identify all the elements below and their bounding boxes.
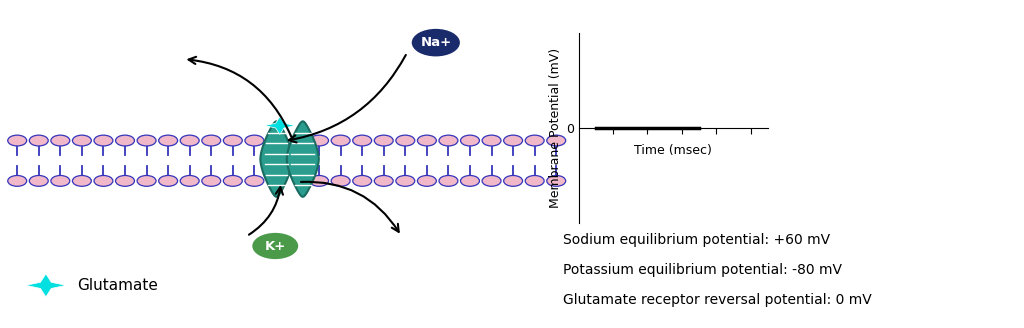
Polygon shape <box>287 121 318 197</box>
Circle shape <box>412 29 460 56</box>
Circle shape <box>331 135 350 146</box>
Circle shape <box>73 175 91 186</box>
Circle shape <box>137 135 156 146</box>
X-axis label: Time (msec): Time (msec) <box>634 144 713 157</box>
Polygon shape <box>26 274 66 297</box>
Circle shape <box>396 135 415 146</box>
Circle shape <box>439 135 458 146</box>
Circle shape <box>396 175 415 186</box>
Circle shape <box>331 175 350 186</box>
Circle shape <box>375 135 393 146</box>
Circle shape <box>51 175 70 186</box>
Circle shape <box>73 135 91 146</box>
Text: Glutamate: Glutamate <box>78 278 159 293</box>
Circle shape <box>245 175 264 186</box>
Circle shape <box>223 135 243 146</box>
Circle shape <box>439 175 458 186</box>
Circle shape <box>504 135 522 146</box>
Circle shape <box>30 175 48 186</box>
Circle shape <box>94 175 113 186</box>
Text: K+: K+ <box>264 239 286 253</box>
Circle shape <box>30 135 48 146</box>
Text: Sodium equilibrium potential: +60 mV: Sodium equilibrium potential: +60 mV <box>563 233 830 247</box>
Circle shape <box>504 175 522 186</box>
Circle shape <box>547 135 565 146</box>
Circle shape <box>116 175 134 186</box>
Circle shape <box>525 175 544 186</box>
Circle shape <box>159 135 177 146</box>
FancyArrowPatch shape <box>289 55 406 142</box>
Y-axis label: Membrane Potential (mV): Membrane Potential (mV) <box>549 48 561 208</box>
FancyArrowPatch shape <box>301 182 398 232</box>
Circle shape <box>525 135 544 146</box>
FancyArrowPatch shape <box>188 57 292 137</box>
Circle shape <box>461 175 479 186</box>
Circle shape <box>252 233 298 259</box>
Circle shape <box>461 135 479 146</box>
Polygon shape <box>260 121 293 197</box>
Polygon shape <box>264 117 295 134</box>
Text: Na+: Na+ <box>420 36 452 49</box>
Circle shape <box>51 135 70 146</box>
Circle shape <box>352 135 372 146</box>
Text: Glutamate receptor reversal potential: 0 mV: Glutamate receptor reversal potential: 0… <box>563 294 872 307</box>
Circle shape <box>116 135 134 146</box>
Circle shape <box>482 135 501 146</box>
Circle shape <box>94 135 113 146</box>
Circle shape <box>547 175 565 186</box>
Circle shape <box>137 175 156 186</box>
Circle shape <box>375 175 393 186</box>
Circle shape <box>159 175 177 186</box>
Circle shape <box>202 175 221 186</box>
Circle shape <box>418 135 436 146</box>
Circle shape <box>352 175 372 186</box>
Circle shape <box>245 135 264 146</box>
Circle shape <box>418 175 436 186</box>
Text: Potassium equilibrium potential: -80 mV: Potassium equilibrium potential: -80 mV <box>563 263 842 277</box>
Circle shape <box>482 175 501 186</box>
Circle shape <box>309 135 329 146</box>
Circle shape <box>8 175 27 186</box>
Circle shape <box>309 175 329 186</box>
Circle shape <box>202 135 221 146</box>
Circle shape <box>180 135 199 146</box>
FancyArrowPatch shape <box>249 187 283 235</box>
Circle shape <box>8 135 27 146</box>
Circle shape <box>223 175 243 186</box>
Circle shape <box>180 175 199 186</box>
